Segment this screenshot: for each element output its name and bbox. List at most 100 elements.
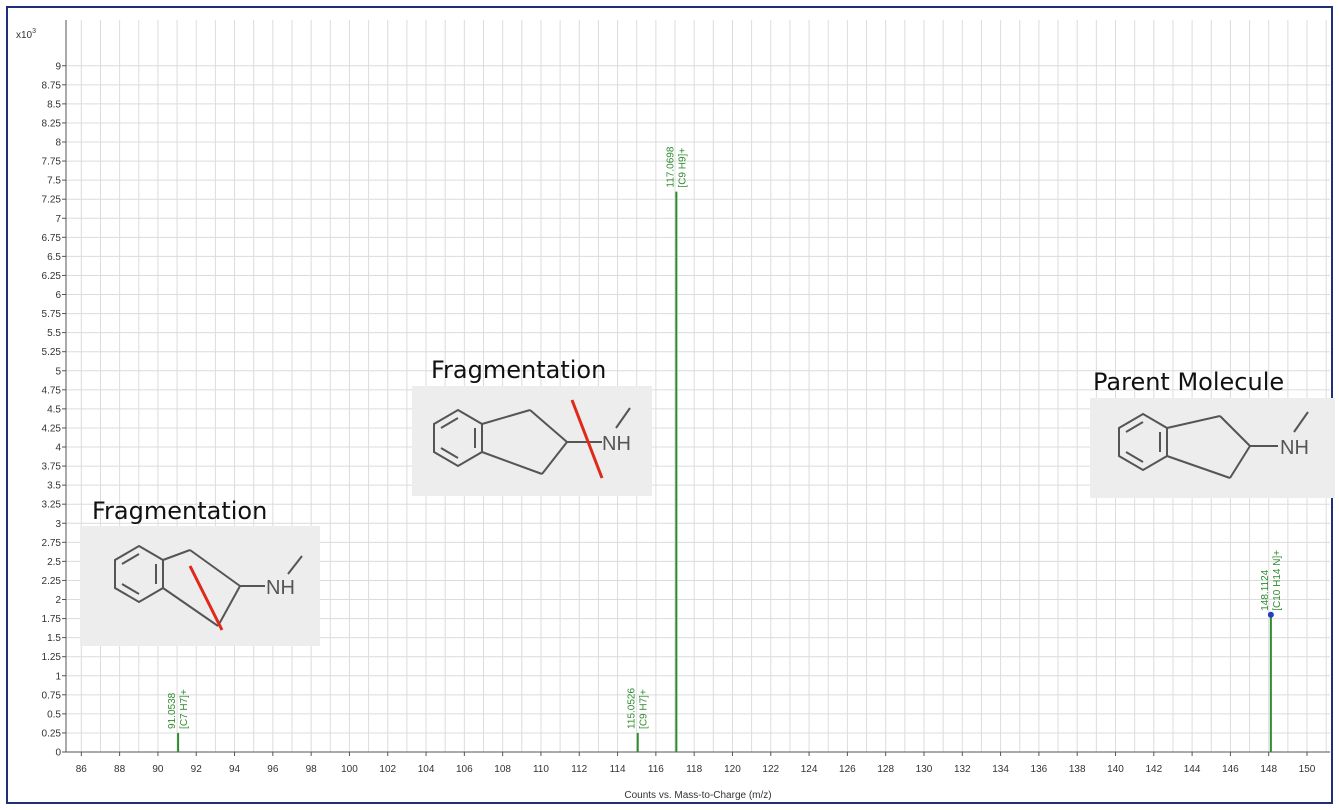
peak-mz-label: 115.0526	[627, 688, 638, 729]
x-tick-label: 148	[1260, 764, 1277, 775]
molecule-inset-ring-cut: NH	[80, 526, 320, 646]
y-tick-label: 4.5	[47, 404, 61, 415]
x-tick-label: 122	[762, 764, 779, 775]
y-tick-label: 0	[55, 748, 61, 759]
y-tick-label: 6.5	[47, 252, 61, 263]
x-tick-label: 106	[456, 764, 473, 775]
molecule-structure-icon: NH	[114, 544, 303, 631]
molecule-structure-icon: NH	[433, 399, 631, 479]
y-tick-label: 6.75	[42, 233, 62, 244]
x-tick-label: 134	[992, 764, 1009, 775]
y-tick-label: 3.75	[42, 462, 62, 473]
y-tick-label: 8.5	[47, 99, 61, 110]
peak-formula-label: [C9 H9]+	[677, 148, 688, 188]
peak-marker	[1267, 611, 1274, 618]
y-tick-label: 8	[55, 138, 61, 149]
y-tick-label: 1	[55, 671, 61, 682]
molecule-inset-amine-cut: NH	[412, 386, 652, 496]
x-tick-label: 88	[114, 764, 126, 775]
y-tick-label: 2.25	[42, 576, 62, 587]
y-tick-label: 5.75	[42, 309, 62, 320]
y-tick-label: 1.75	[42, 614, 62, 625]
chart-frame: 0 0.25 0.5 0.75 1 1.25 1.5 1.75 2 2.25 2.5 2.75 3 3.2…	[6, 6, 1335, 804]
peak-mz-label: 91.0538	[167, 692, 178, 729]
x-tick-label: 92	[191, 764, 203, 775]
inset-title-parent-molecule: Parent Molecule	[1093, 368, 1285, 396]
x-tick-label: 142	[1145, 764, 1162, 775]
molecule-inset-parent: NH	[1090, 398, 1335, 498]
y-tick-label: 6	[55, 290, 61, 301]
x-tick-label: 132	[954, 764, 971, 775]
x-tick-label: 90	[152, 764, 164, 775]
y-tick-label: 0.75	[42, 690, 62, 701]
x-tick-label: 118	[686, 764, 702, 775]
y-tick-label: 3	[55, 519, 61, 530]
y-tick-label: 3.25	[42, 500, 62, 511]
x-tick-label: 128	[877, 764, 894, 775]
x-tick-label: 110	[533, 764, 549, 775]
y-tick-label: 8.25	[42, 118, 62, 129]
x-tick-label: 140	[1107, 764, 1124, 775]
peak-mz-label: 117.0698	[665, 146, 676, 187]
y-tick-label: 2.75	[42, 538, 62, 549]
cut-line	[570, 399, 604, 479]
nh-label: NH	[1280, 437, 1309, 459]
molecule-structure-icon: NH	[1118, 411, 1309, 479]
x-tick-label: 138	[1069, 764, 1086, 775]
y-tick-label: 0.25	[42, 728, 62, 739]
x-tick-label: 126	[839, 764, 856, 775]
inset-title-ring-fragmentation: Fragmentation	[92, 497, 268, 525]
y-tick-label: 7	[55, 214, 61, 225]
x-axis-title: Counts vs. Mass-to-Charge (m/z)	[624, 790, 771, 801]
x-tick-label: 116	[648, 764, 664, 775]
mass-spectrum-chart: 0 0.25 0.5 0.75 1 1.25 1.5 1.75 2 2.25 2.5 2.75 3 3.2…	[16, 20, 1330, 801]
y-tick-label: 7.25	[42, 195, 62, 206]
y-tick-label: 7.75	[42, 157, 62, 168]
x-tick-label: 94	[229, 764, 241, 775]
y-tick-label: 5.5	[47, 328, 61, 339]
x-tick-label: 112	[571, 764, 587, 775]
peak-formula-label: [C10 H14 N]+	[1272, 550, 1283, 611]
y-tick-label: 2.5	[47, 557, 61, 568]
y-multiplier-label: x103	[16, 28, 36, 41]
x-tick-label: 104	[418, 764, 435, 775]
y-tick-label: 7.5	[47, 176, 61, 187]
peak-formula-label: [C9 H7]+	[639, 689, 650, 729]
x-tick-label: 98	[306, 764, 318, 775]
y-tick-label: 1.25	[42, 652, 62, 663]
y-tick-label: 2	[55, 595, 61, 606]
y-tick-label: 9	[55, 61, 61, 72]
x-tick-label: 102	[379, 764, 396, 775]
inset-title-amine-fragmentation: Fragmentation	[431, 356, 607, 384]
y-tick-label: 6.25	[42, 271, 62, 282]
y-tick-label: 3.5	[47, 481, 61, 492]
x-tick-label: 86	[76, 764, 88, 775]
grid	[66, 20, 1330, 753]
x-tick-label: 130	[916, 764, 933, 775]
cut-line	[188, 565, 224, 631]
x-tick-label: 108	[494, 764, 511, 775]
axes: 0 0.25 0.5 0.75 1 1.25 1.5 1.75 2 2.25 2.5 2.75 3 3.2…	[42, 20, 1330, 775]
y-tick-label: 4.75	[42, 385, 62, 396]
y-tick-label: 5.25	[42, 347, 62, 358]
x-tick-label: 146	[1222, 764, 1239, 775]
x-tick-label: 136	[1031, 764, 1048, 775]
y-tick-label: 0.5	[47, 709, 61, 720]
y-tick-label: 1.5	[47, 633, 61, 644]
x-tick-label: 150	[1299, 764, 1316, 775]
nh-label: NH	[266, 577, 295, 599]
y-tick-label: 4.25	[42, 423, 62, 434]
x-tick-label: 144	[1184, 764, 1201, 775]
peak-mz-label: 148.1124	[1260, 569, 1271, 610]
peak-formula-label: [C7 H7]+	[179, 689, 190, 729]
x-tick-label: 124	[801, 764, 818, 775]
x-tick-label: 100	[341, 764, 358, 775]
x-tick-label: 114	[610, 764, 626, 775]
x-tick-label: 96	[267, 764, 279, 775]
x-tick-label: 120	[724, 764, 741, 775]
peaks: 91.0538 [C7 H7]+ 115.0526 [C9 H7]+117.0698[…	[167, 146, 1283, 752]
y-tick-label: 5	[55, 366, 61, 377]
y-tick-label: 4	[55, 443, 61, 454]
nh-label: NH	[602, 433, 631, 455]
y-tick-label: 8.75	[42, 80, 62, 91]
